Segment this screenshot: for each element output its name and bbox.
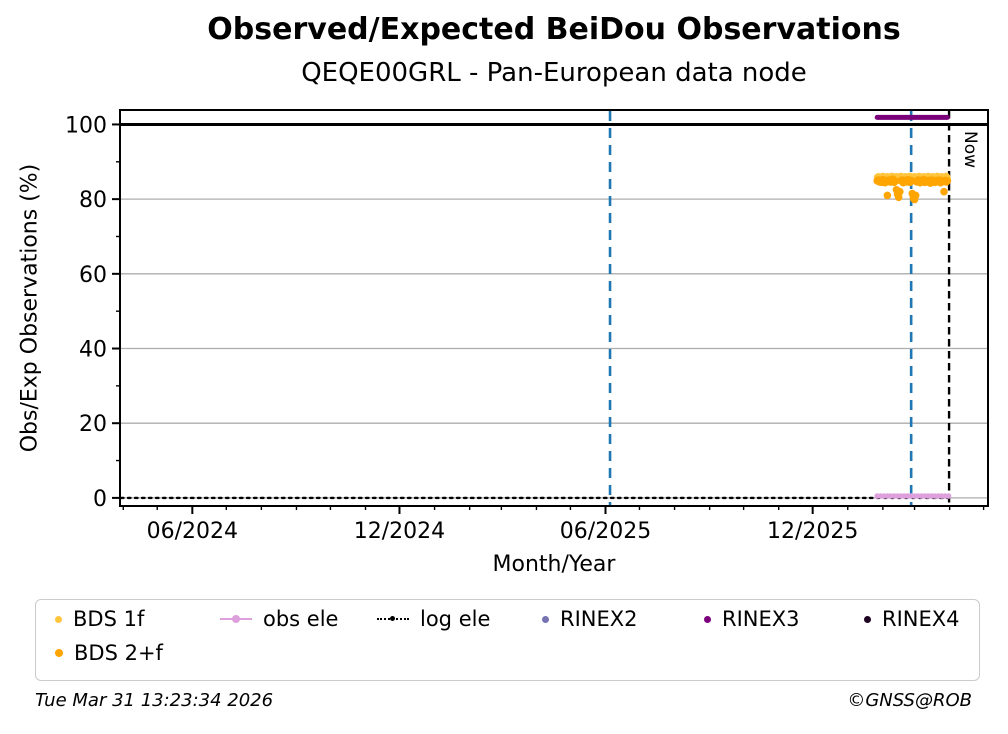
now-line-label: Now bbox=[960, 131, 980, 169]
bds-2-f-point bbox=[896, 187, 904, 196]
y-tick-label: 100 bbox=[65, 113, 107, 138]
legend-item-rinex3: RINEX3 bbox=[704, 606, 800, 632]
x-tick-label: 12/2024 bbox=[354, 519, 445, 544]
log-ele-marker-icon bbox=[377, 616, 409, 621]
bds-2-f-point bbox=[911, 191, 920, 200]
footer-credit: ©GNSS@ROB bbox=[847, 690, 972, 711]
legend-item-obs-ele: obs ele bbox=[220, 606, 338, 632]
legend-label: log ele bbox=[420, 607, 491, 631]
rinex4-marker-icon bbox=[864, 615, 871, 623]
legend: BDS 1f obs ele log ele RINEX2 RINEX3 RIN… bbox=[35, 599, 980, 681]
legend-item-bds-2f: BDS 2+f bbox=[55, 640, 163, 666]
legend-label: obs ele bbox=[263, 607, 339, 631]
bds-2-f-point bbox=[883, 191, 892, 200]
chart-title: Observed/Expected BeiDou Observations bbox=[207, 12, 901, 47]
bds-2-f-point bbox=[943, 177, 952, 185]
x-tick-label: 06/2024 bbox=[147, 519, 238, 544]
obs-ele-marker-icon bbox=[220, 615, 252, 623]
bds-2-f-point bbox=[891, 177, 900, 186]
obs-ele-point bbox=[945, 493, 952, 499]
y-axis-label: Obs/Exp Observations (%) bbox=[17, 163, 43, 453]
x-tick-label: 12/2025 bbox=[767, 519, 858, 544]
rinex3-marker-icon bbox=[704, 615, 711, 623]
y-tick-label: 0 bbox=[93, 487, 107, 512]
obs-ele-dot bbox=[232, 615, 240, 623]
bds-2-f-point bbox=[940, 187, 948, 196]
y-tick-label: 40 bbox=[79, 338, 107, 363]
x-tick-label: 06/2025 bbox=[560, 519, 651, 544]
legend-label: RINEX3 bbox=[722, 607, 800, 631]
rinex2-marker-icon bbox=[542, 615, 549, 623]
legend-item-rinex4: RINEX4 bbox=[864, 606, 960, 632]
bds-2f-marker-icon bbox=[55, 649, 63, 657]
plot-svg: 06/2024 12/2024 06/2025 12/2025 0 20 40 60 80 100 bbox=[65, 111, 987, 544]
legend-label: BDS 2+f bbox=[74, 641, 163, 665]
bds-1f-marker-icon bbox=[55, 615, 62, 623]
legend-label: RINEX4 bbox=[882, 607, 960, 631]
legend-item-rinex2: RINEX2 bbox=[542, 606, 638, 632]
chart-subtitle: QEQE00GRL - Pan-European data node bbox=[301, 58, 807, 88]
log-ele-dot bbox=[390, 616, 395, 621]
legend-item-bds-1f: BDS 1f bbox=[55, 606, 144, 632]
legend-item-log-ele: log ele bbox=[377, 606, 490, 632]
plot-area: 06/2024 12/2024 06/2025 12/2025 0 20 40 60 80 100 bbox=[65, 109, 989, 544]
x-axis-label: Month/Year bbox=[492, 552, 616, 577]
y-tick-label: 80 bbox=[79, 188, 107, 213]
legend-label: RINEX2 bbox=[560, 607, 638, 631]
y-tick-label: 20 bbox=[79, 412, 107, 437]
legend-label: BDS 1f bbox=[73, 607, 145, 631]
y-tick-label: 60 bbox=[79, 263, 107, 288]
footer-timestamp: Tue Mar 31 13:23:34 2026 bbox=[35, 690, 274, 711]
